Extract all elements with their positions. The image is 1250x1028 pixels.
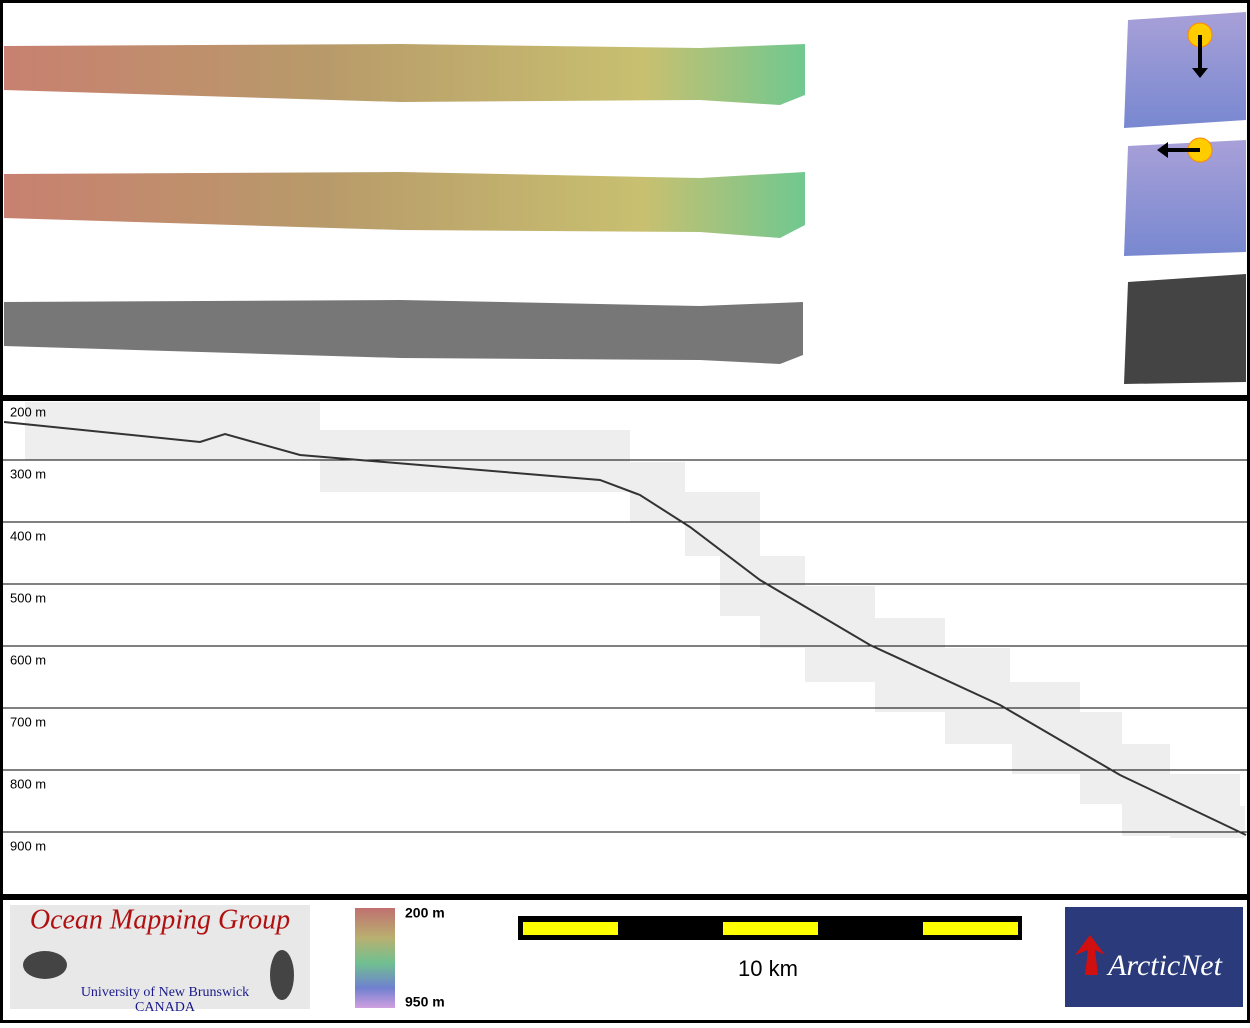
- seafloor-profile: [3, 421, 1247, 836]
- deep-tile: [1124, 140, 1246, 256]
- scale-label: 10 km: [738, 956, 798, 981]
- logo-graphic: [270, 950, 294, 1000]
- depth-label: 200 m: [10, 404, 46, 419]
- depth-label: 400 m: [10, 528, 46, 543]
- depth-label: 600 m: [10, 652, 46, 667]
- omg-title: Ocean Mapping Group: [30, 904, 290, 935]
- shaded-strip: [4, 172, 805, 238]
- arrow-head: [1192, 68, 1208, 78]
- omg-line: University of New Brunswick: [81, 985, 249, 1000]
- deep-tile: [1124, 12, 1246, 128]
- deep-tile: [1124, 274, 1246, 384]
- scale-segment: [523, 922, 618, 935]
- color-label: 200 m: [405, 905, 445, 921]
- depth-label: 500 m: [10, 590, 46, 605]
- omg-line: CANADA: [135, 1000, 196, 1015]
- scale-segment: [723, 922, 818, 935]
- depth-label: 900 m: [10, 838, 46, 853]
- arcticnet-text: ArcticNet: [1106, 949, 1223, 982]
- backscatter-strip: [4, 300, 803, 364]
- scale-segment: [923, 922, 1018, 935]
- arrow-head: [1157, 142, 1168, 158]
- color-label: 950 m: [405, 994, 445, 1010]
- color-bar: [355, 908, 395, 1008]
- maple-leaf: [1075, 935, 1105, 975]
- depth-label: 700 m: [10, 714, 46, 729]
- depth-label: 800 m: [10, 776, 46, 791]
- bathy-strip: [4, 44, 805, 105]
- logo-graphic: [23, 951, 67, 979]
- depth-label: 300 m: [10, 466, 46, 481]
